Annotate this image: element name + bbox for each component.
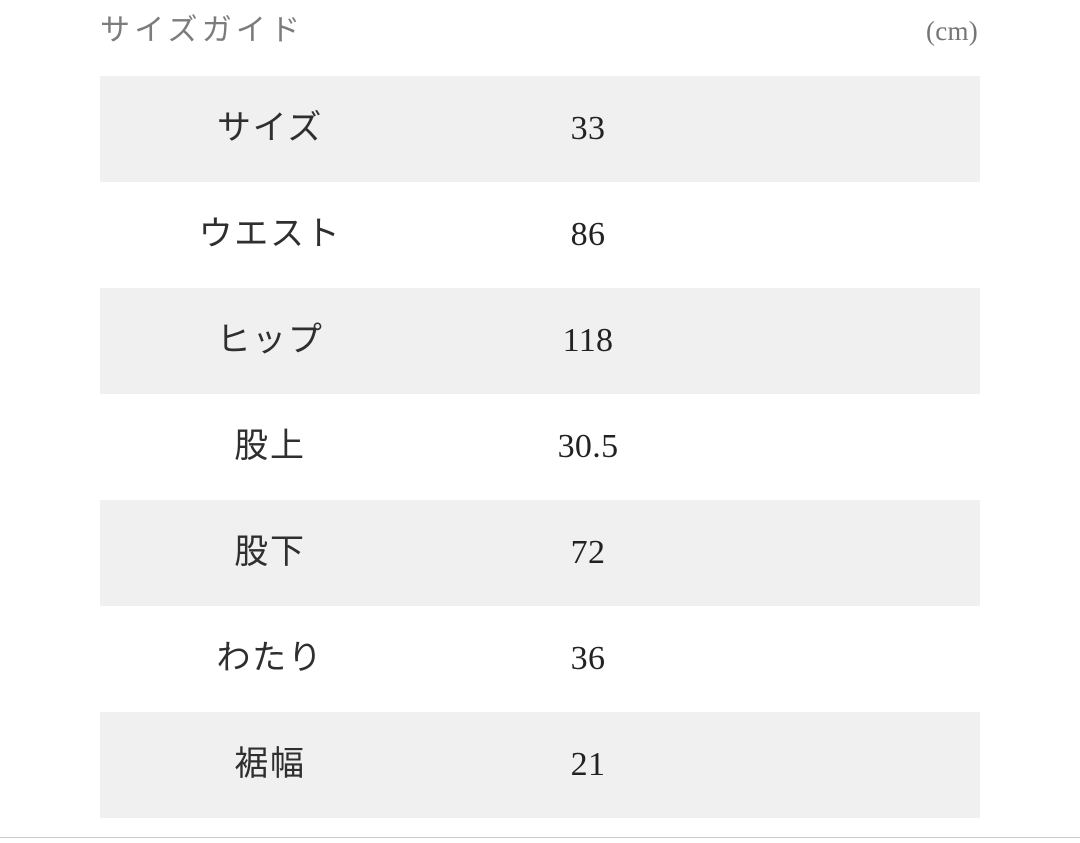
row-value-cell: 72 bbox=[440, 500, 980, 606]
size-guide-table: サイズ 33 ウエスト 86 ヒップ 118 股上 30.5 股下 72 わたり 36 裾幅 21 bbox=[100, 76, 980, 818]
row-value-cell: 30.5 bbox=[440, 394, 980, 500]
row-label: わたり bbox=[216, 639, 324, 678]
table-row: サイズ 33 bbox=[100, 76, 980, 182]
row-value-cell: 33 bbox=[440, 76, 980, 182]
row-label: ヒップ bbox=[216, 321, 324, 360]
size-guide-header: サイズガイド (cm) bbox=[100, 0, 980, 62]
page-title: サイズガイド bbox=[100, 14, 305, 47]
table-row: 裾幅 21 bbox=[100, 712, 980, 818]
row-value: 118 bbox=[562, 322, 614, 360]
size-guide-table-body: サイズ 33 ウエスト 86 ヒップ 118 股上 30.5 股下 72 わたり 36 裾幅 21 bbox=[100, 76, 980, 818]
table-row: ヒップ 118 bbox=[100, 288, 980, 394]
row-value: 86 bbox=[570, 216, 606, 254]
table-row: ウエスト 86 bbox=[100, 182, 980, 288]
unit-label: (cm) bbox=[925, 15, 978, 46]
bottom-divider bbox=[0, 837, 1080, 838]
row-value-cell: 36 bbox=[440, 606, 980, 712]
table-row: 股下 72 bbox=[100, 500, 980, 606]
row-label: 股上 bbox=[234, 427, 306, 466]
row-label: サイズ bbox=[216, 109, 324, 148]
row-value-cell: 86 bbox=[440, 182, 980, 288]
table-row: わたり 36 bbox=[100, 606, 980, 712]
row-value-cell: 118 bbox=[440, 288, 980, 394]
row-label: 裾幅 bbox=[234, 745, 306, 784]
row-label: 股下 bbox=[234, 533, 306, 572]
row-value: 21 bbox=[570, 746, 606, 784]
row-value-cell: 21 bbox=[440, 712, 980, 818]
table-row: 股上 30.5 bbox=[100, 394, 980, 500]
row-value: 72 bbox=[570, 534, 606, 572]
row-label: ウエスト bbox=[198, 215, 342, 254]
row-value: 30.5 bbox=[557, 428, 619, 466]
row-value: 36 bbox=[570, 640, 606, 678]
row-value: 33 bbox=[570, 110, 606, 148]
